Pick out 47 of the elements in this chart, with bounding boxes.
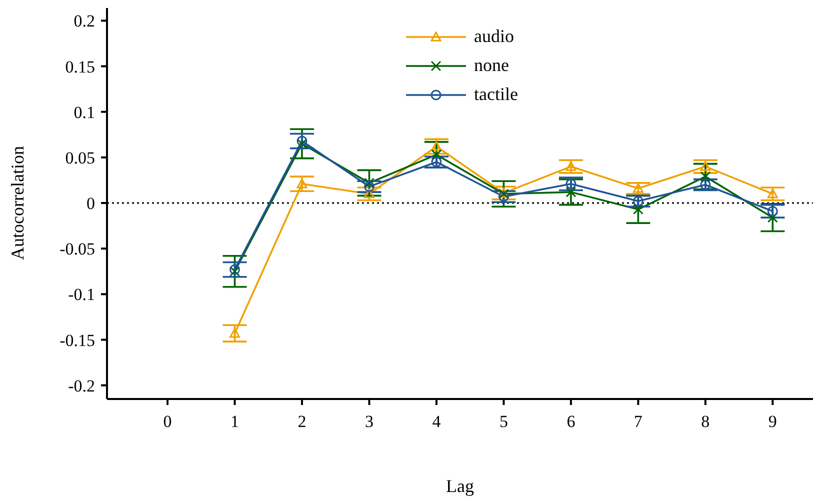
- x-tick-label: 5: [499, 412, 508, 432]
- point: [632, 183, 644, 193]
- y-tick-label: -0.2: [68, 376, 95, 396]
- legend-label: audio: [474, 26, 514, 47]
- y-tick-label: 0.15: [65, 57, 95, 76]
- point: [364, 178, 374, 188]
- point: [767, 188, 778, 198]
- point: [700, 161, 711, 171]
- y-tick-label: 0.2: [74, 12, 95, 31]
- y-tick-label: 0.1: [74, 102, 95, 122]
- y-tick-label: -0.1: [68, 285, 95, 304]
- point: [632, 196, 644, 206]
- point: [431, 149, 442, 160]
- point: [767, 212, 778, 223]
- point: [566, 186, 576, 198]
- point: [296, 138, 308, 149]
- point: [431, 156, 442, 168]
- point: [700, 180, 711, 190]
- point: [364, 181, 374, 192]
- legend-label: tactile: [474, 84, 518, 105]
- x-axis-title: Lag: [446, 476, 474, 496]
- x-tick-label: 3: [364, 412, 374, 432]
- legend-label: none: [474, 55, 509, 76]
- y-tick-label: -0.15: [60, 330, 95, 350]
- x-tick-label: 9: [768, 412, 777, 432]
- point: [431, 141, 442, 151]
- x-tick-label: 1: [230, 412, 239, 432]
- point: [632, 204, 644, 215]
- y-tick-label: -0.05: [60, 240, 95, 259]
- x-tick-label: 8: [701, 412, 710, 432]
- point: [700, 171, 711, 182]
- point: [767, 206, 778, 216]
- x-tick-label: 2: [298, 412, 306, 432]
- point: [364, 188, 374, 198]
- point: [566, 178, 576, 190]
- x-tick-label: 7: [634, 412, 643, 432]
- point: [230, 328, 240, 338]
- y-tick-label: 0.05: [65, 148, 95, 168]
- point: [498, 191, 509, 202]
- x-tick-label: 6: [566, 412, 576, 432]
- x-tick-label: 4: [432, 412, 442, 432]
- y-tick-label: 0: [86, 194, 95, 214]
- point: [296, 178, 308, 188]
- point: [296, 136, 308, 146]
- y-axis-title: Autocorrelation: [7, 146, 28, 260]
- x-tick-label: 0: [163, 412, 172, 432]
- point: [566, 161, 576, 171]
